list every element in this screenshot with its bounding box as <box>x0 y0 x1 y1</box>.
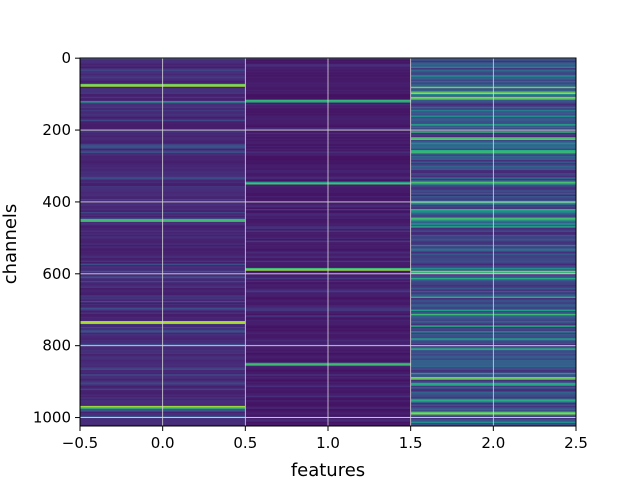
x-tick-label: −0.5 <box>62 434 98 452</box>
y-tick-label: 1000 <box>33 409 71 427</box>
x-tick-label: 1.5 <box>399 434 423 452</box>
y-axis-ticks: 0 200 400 600 800 1000 <box>33 49 80 427</box>
x-axis-ticks: −0.5 0.0 0.5 1.0 1.5 2.0 2.5 <box>62 426 588 452</box>
y-tick-label: 600 <box>42 265 71 283</box>
x-tick-label: 0.5 <box>233 434 257 452</box>
x-tick-label: 0.0 <box>151 434 175 452</box>
x-tick-label: 2.0 <box>481 434 505 452</box>
x-tick-label: 1.0 <box>316 434 340 452</box>
y-tick-label: 800 <box>42 337 71 355</box>
y-tick-label: 0 <box>61 49 71 67</box>
x-axis-label: features <box>291 460 365 480</box>
x-tick-label: 2.5 <box>564 434 588 452</box>
y-tick-label: 400 <box>42 193 71 211</box>
y-tick-label: 200 <box>42 121 71 139</box>
y-axis-label: channels <box>0 204 21 285</box>
